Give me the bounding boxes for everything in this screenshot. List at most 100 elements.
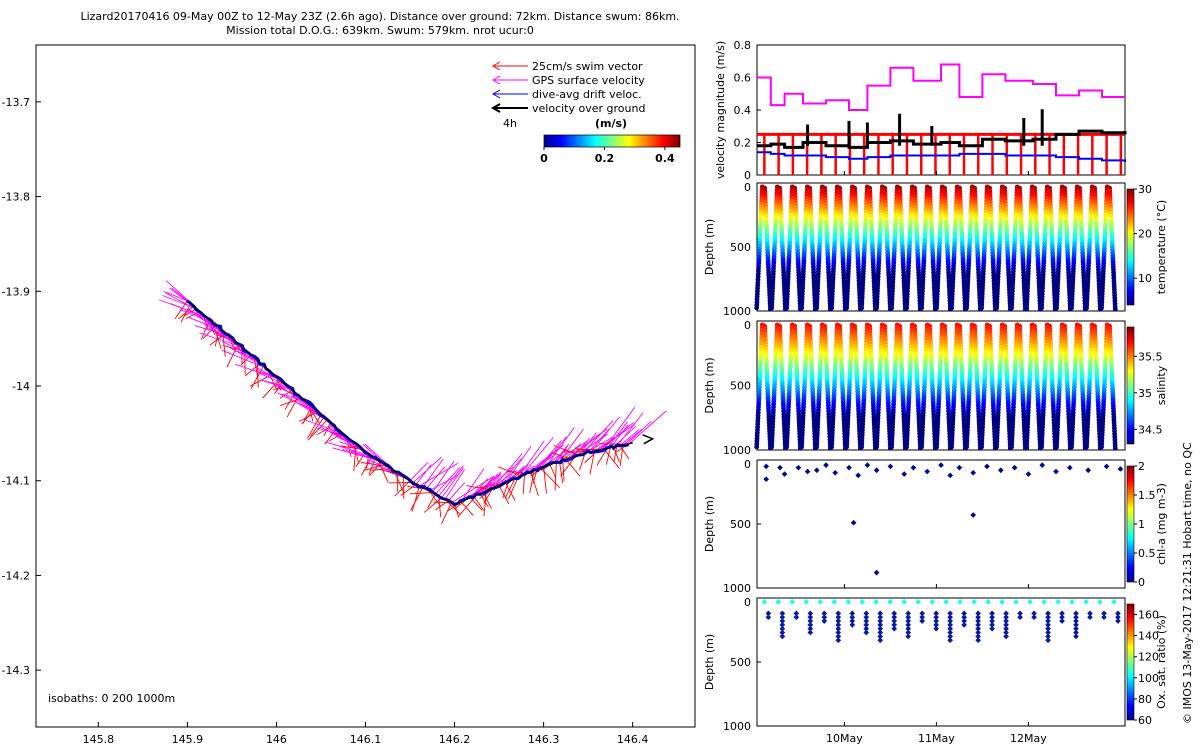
colorbar-tick-label: 1 xyxy=(1138,518,1145,531)
title-line-1: Lizard20170416 09-May 00Z to 12-May 23Z … xyxy=(80,10,680,23)
chla-sample xyxy=(873,569,880,576)
chla-sample xyxy=(1085,467,1092,474)
oxygen-sample xyxy=(1101,614,1107,621)
gps-velocity-vector xyxy=(460,468,485,502)
swim-vector xyxy=(307,414,322,439)
oxygen-sample xyxy=(905,633,912,640)
profile-sample xyxy=(1009,305,1014,311)
profile-ytick-label: 1000 xyxy=(723,444,751,457)
profile-sample xyxy=(934,305,940,311)
colorbar-tick-label: 0.2 xyxy=(595,152,615,165)
swim-vector xyxy=(360,456,373,476)
colorbar-tick-label: 1.5 xyxy=(1138,489,1156,502)
swim-vector xyxy=(214,327,220,347)
chla-sample xyxy=(813,467,820,474)
profile-ytick-label: 0 xyxy=(744,458,751,471)
chla-sample xyxy=(887,463,894,470)
map-xtick-label: 146.1 xyxy=(350,733,382,746)
gps-velocity-vector xyxy=(428,474,458,492)
colorbar-label: salinity xyxy=(1155,365,1168,405)
gps-velocity-vector xyxy=(600,421,634,450)
swim-vector xyxy=(411,485,421,512)
swim-vector xyxy=(619,445,630,460)
swim-vector xyxy=(565,459,581,477)
title-line-2: Mission total D.O.G.: 639km. Swum: 579km… xyxy=(226,24,534,37)
profile-ytick-label: 500 xyxy=(730,380,751,393)
gps-velocity-vector xyxy=(447,482,465,502)
velocity-ytick-label: 0 xyxy=(744,169,751,182)
profile-sample xyxy=(1039,305,1044,311)
swim-vector xyxy=(423,497,443,513)
oxygen-sample xyxy=(887,599,894,605)
colorbar-tick-label: 0.4 xyxy=(655,152,675,165)
profile-sample xyxy=(964,444,970,450)
swim-vector xyxy=(551,452,570,459)
chla-sample xyxy=(997,467,1004,474)
gps-velocity-vector xyxy=(451,475,495,504)
legend-label: velocity over ground xyxy=(532,102,645,115)
legend-label: GPS surface velocity xyxy=(532,74,645,87)
map-xtick-label: 145.8 xyxy=(83,733,115,746)
profile-colorbar xyxy=(1126,326,1135,445)
swim-vector xyxy=(407,485,426,490)
colorbar-tick-label: 34.5 xyxy=(1138,423,1163,436)
gps-velocity-vector xyxy=(438,465,464,497)
chla-sample xyxy=(1053,468,1059,475)
gps-velocity-vector xyxy=(255,367,284,383)
profile-sample xyxy=(919,305,925,311)
oxygen-sample xyxy=(929,599,935,605)
gps-velocity-vector xyxy=(351,450,382,463)
profile-sample xyxy=(1069,444,1074,450)
gps-velocity-vector xyxy=(619,429,640,446)
swim-vector xyxy=(426,494,436,509)
chla-sample xyxy=(873,467,880,474)
colorbar-tick-label: 30 xyxy=(1138,183,1152,196)
profile-ylabel: Depth (m) xyxy=(703,357,716,413)
gps-velocity-vector xyxy=(170,303,210,321)
velocity-ytick-label: 0.4 xyxy=(734,104,752,117)
oxygen-sample xyxy=(863,629,870,636)
swim-vector xyxy=(549,464,556,478)
profile-colorbar xyxy=(1126,465,1135,583)
oxygen-sample xyxy=(975,637,981,644)
profile-sample xyxy=(1054,305,1059,311)
time-tick-label: 12May xyxy=(1010,732,1047,745)
oxygen-sample xyxy=(1115,618,1121,624)
oxygen-sample xyxy=(845,599,852,605)
profile-ytick-label: 0 xyxy=(744,596,751,609)
swim-vector xyxy=(530,471,539,497)
ground-track-arrowhead xyxy=(642,434,655,445)
profile-ytick-label: 500 xyxy=(730,241,751,254)
colorbar-tick-label: 60 xyxy=(1138,714,1152,727)
chla-sample xyxy=(855,472,862,479)
oxygen-sample xyxy=(807,629,814,636)
oxygen-sample xyxy=(859,599,866,605)
oxygen-sample xyxy=(789,599,796,605)
profile-sample xyxy=(1099,305,1104,311)
velocity-series xyxy=(757,151,1126,162)
oxygen-sample xyxy=(1013,599,1019,605)
oxygen-sample xyxy=(961,622,967,628)
gps-velocity-vector xyxy=(441,467,464,498)
gps-velocity-vector xyxy=(629,410,667,444)
swim-vector xyxy=(185,311,201,320)
chla-sample xyxy=(781,471,788,477)
swim-vector xyxy=(522,474,525,495)
ground-track xyxy=(186,300,633,506)
profile-sample xyxy=(979,305,985,311)
swim-vector xyxy=(507,477,519,500)
profile-sample xyxy=(964,305,970,311)
swim-vector xyxy=(502,481,510,499)
profile-sample xyxy=(769,305,775,311)
legend-label: 25cm/s swim vector xyxy=(532,60,643,73)
gps-velocity-vector xyxy=(540,436,568,469)
profile-sample xyxy=(934,444,940,450)
colorbar-tick-label: 80 xyxy=(1138,693,1152,706)
gps-velocity-vector xyxy=(409,462,429,482)
gps-velocity-vector xyxy=(234,363,280,380)
map-xtick-label: 146 xyxy=(266,733,287,746)
colorbar-tick-label: 2 xyxy=(1138,460,1145,473)
profile-sample xyxy=(1069,305,1074,311)
oxygen-sample xyxy=(919,618,926,624)
speed-colorbar xyxy=(543,134,681,148)
